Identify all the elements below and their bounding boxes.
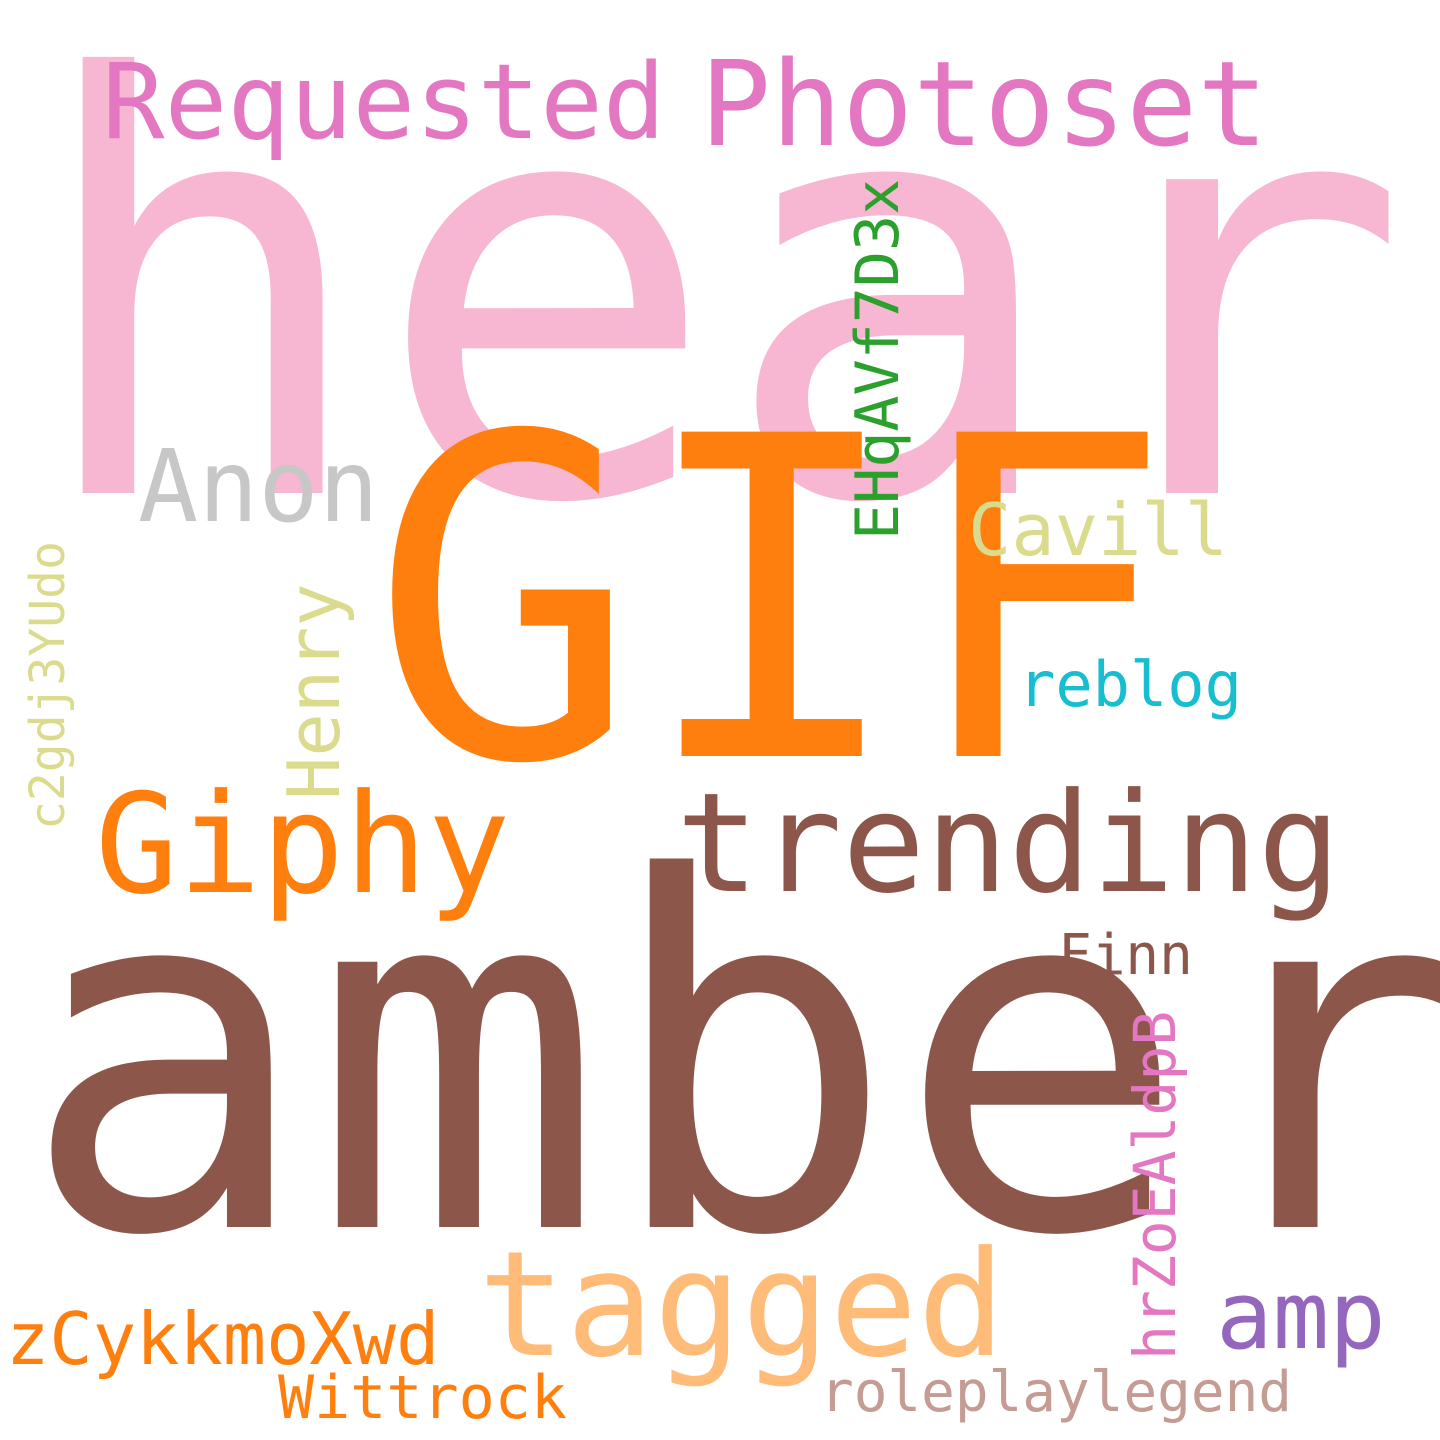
word-cavill: Cavill: [968, 488, 1229, 572]
word-trending: trending: [676, 763, 1341, 924]
word-zcykkmoxwd: zCykkmoXwd: [6, 1297, 440, 1381]
word-wittrock: Wittrock: [278, 1363, 567, 1433]
word-amp: amp: [1216, 1262, 1386, 1371]
word-tagged: tagged: [478, 1220, 1006, 1390]
word-roleplaylegend: roleplaylegend: [820, 1360, 1293, 1425]
word-amber: amber: [20, 778, 1440, 1342]
word-anon: Anon: [138, 428, 379, 545]
word-requested: Requested: [102, 41, 666, 163]
word-gif: GIF: [370, 343, 1174, 861]
word-heard: heard: [28, 0, 1440, 629]
word-henry: Henry: [272, 583, 356, 800]
word-reblog: reblog: [1018, 648, 1242, 721]
word-finn: Finn: [1058, 923, 1193, 988]
word-giphy: Giphy: [95, 764, 511, 925]
word-ehqavf7d3x: EHqAVf7D3x: [843, 178, 913, 540]
word-photoset: Photoset: [700, 35, 1269, 173]
word-hrzoealdpb: hrZoEAldpB: [1121, 1010, 1189, 1360]
word-c2gdj3yudo: c2gdj3YUdo: [20, 541, 76, 830]
